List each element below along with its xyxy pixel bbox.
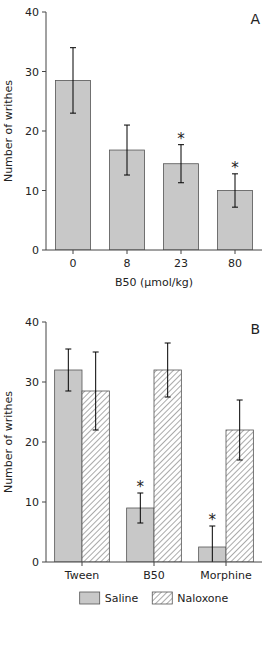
error-bar (232, 174, 238, 207)
x-tick-label: 8 (124, 257, 131, 270)
x-tick-label: 23 (174, 257, 188, 270)
y-tick (42, 71, 46, 72)
y-tick (42, 502, 46, 503)
panel-label: A (250, 11, 260, 27)
x-tick (154, 562, 155, 566)
x-axis (46, 250, 262, 251)
y-tick (42, 322, 46, 323)
y-axis-label: Number of writhes (2, 391, 15, 493)
error-bar (70, 48, 76, 113)
y-tick-label: 30 (25, 66, 39, 79)
annotation: * (231, 159, 239, 177)
y-axis (46, 322, 47, 562)
y-tick-label: 40 (25, 316, 39, 329)
annotation: * (137, 478, 145, 496)
panel: 0 10 20 30 40 0 8 23 80 B50 (μmol/kg) Number of wr… (2, 6, 262, 289)
legend-swatch (80, 592, 100, 604)
x-tick (82, 562, 83, 566)
x-tick (181, 250, 182, 254)
error-bar (93, 352, 99, 430)
legend-label: Saline (105, 592, 139, 605)
y-tick-label: 10 (25, 496, 39, 509)
annotation: * (177, 130, 185, 148)
x-tick (73, 250, 74, 254)
legend-label: Naloxone (177, 592, 228, 605)
annotation: * (209, 511, 217, 529)
panel: 0 10 20 30 40 Tween B50 Morphine Number of writh… (2, 316, 262, 605)
x-tick-label: Morphine (200, 569, 252, 582)
y-tick-label: 40 (25, 6, 39, 19)
y-tick (42, 131, 46, 132)
plot-area (55, 48, 252, 250)
y-tick-label: 20 (25, 125, 39, 138)
y-tick-label: 30 (25, 376, 39, 389)
error-bar (124, 125, 130, 175)
panel-label: B (250, 321, 260, 337)
x-tick-label: Tween (64, 569, 99, 582)
y-tick (42, 382, 46, 383)
y-tick-label: 0 (32, 556, 39, 569)
error-bar (237, 400, 243, 460)
x-tick-label: B50 (143, 569, 165, 582)
x-tick-label: 0 (70, 257, 77, 270)
x-tick (226, 562, 227, 566)
legend-swatch (152, 592, 172, 604)
figure: 0 10 20 30 40 0 8 23 80 B50 (μmol/kg) Number of wr… (0, 0, 273, 661)
x-tick (235, 250, 236, 254)
y-axis (46, 12, 47, 250)
error-bar (137, 493, 143, 523)
error-bar (65, 349, 71, 391)
y-tick (42, 12, 46, 13)
y-tick-label: 10 (25, 185, 39, 198)
x-tick-label: 80 (228, 257, 242, 270)
y-tick-label: 0 (32, 244, 39, 257)
y-tick (42, 190, 46, 191)
plot-area (55, 343, 254, 562)
y-axis-label: Number of writhes (2, 80, 15, 182)
bar (154, 370, 181, 562)
x-axis-label: B50 (μmol/kg) (115, 276, 193, 289)
y-tick (42, 442, 46, 443)
y-tick (42, 250, 46, 251)
bar (55, 370, 82, 562)
x-tick (127, 250, 128, 254)
error-bar (209, 526, 215, 562)
error-bar (178, 145, 184, 183)
y-tick-label: 20 (25, 436, 39, 449)
legend: Saline Naloxone (80, 592, 229, 605)
error-bar (165, 343, 171, 397)
y-tick (42, 562, 46, 563)
